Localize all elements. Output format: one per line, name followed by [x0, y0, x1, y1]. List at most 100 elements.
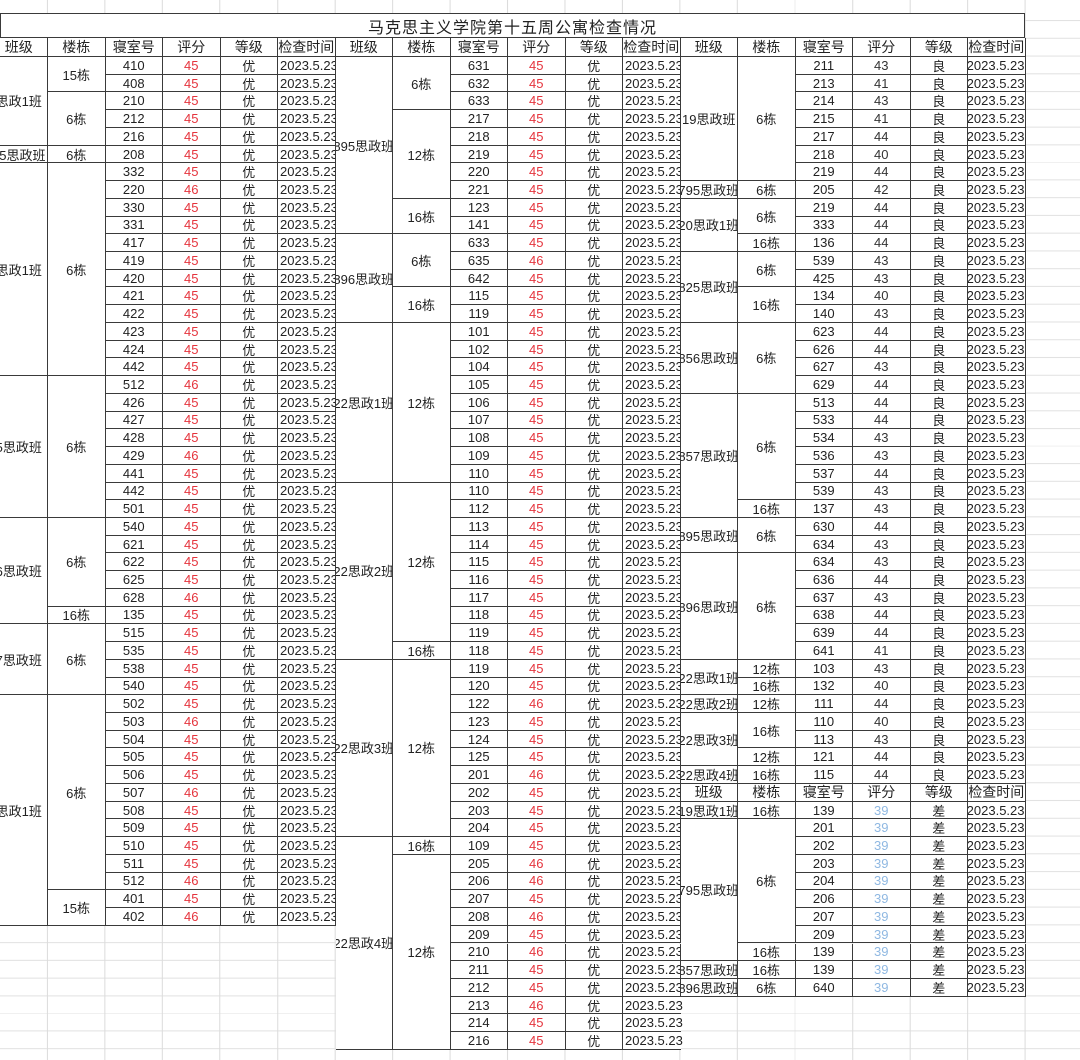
score-cell[interactable]: 45 [163, 322, 221, 341]
time-cell[interactable]: 2023.5.23 [968, 677, 1026, 696]
room-cell[interactable]: 424 [105, 340, 163, 359]
score-cell[interactable]: 45 [163, 252, 221, 270]
grade-cell[interactable]: 优 [565, 766, 623, 784]
building-cell[interactable]: 12栋 [393, 482, 451, 643]
score-cell[interactable]: 45 [163, 801, 221, 820]
time-cell[interactable]: 2023.5.23 [968, 305, 1026, 323]
grade-cell[interactable]: 优 [220, 748, 278, 767]
score-cell[interactable]: 39 [853, 872, 911, 891]
time-cell[interactable]: 2023.5.23 [623, 925, 681, 944]
room-cell[interactable]: 139 [795, 961, 853, 979]
header-score[interactable]: 评分 [853, 38, 911, 57]
score-cell[interactable]: 43 [853, 659, 911, 678]
time-cell[interactable]: 2023.5.23 [623, 393, 681, 412]
room-cell[interactable]: 540 [105, 517, 163, 536]
grade-cell[interactable]: 优 [565, 376, 623, 394]
time-cell[interactable]: 2023.5.23 [623, 57, 681, 75]
grade-cell[interactable]: 优 [565, 252, 623, 270]
time-cell[interactable]: 2023.5.23 [623, 252, 681, 270]
time-cell[interactable]: 2023.5.23 [623, 695, 681, 713]
grade-cell[interactable]: 良 [910, 642, 968, 660]
building-cell[interactable]: 16栋 [738, 801, 796, 820]
grade-cell[interactable]: 良 [910, 287, 968, 306]
grade-cell[interactable]: 优 [220, 305, 278, 323]
score-cell[interactable]: 43 [853, 92, 911, 111]
header-grade[interactable]: 等级 [910, 38, 968, 57]
score-cell[interactable]: 46 [508, 766, 566, 784]
room-cell[interactable]: 137 [795, 500, 853, 518]
grade-cell[interactable]: 优 [565, 234, 623, 253]
room-cell[interactable]: 417 [105, 234, 163, 253]
room-cell[interactable]: 621 [105, 535, 163, 554]
room-cell[interactable]: 504 [105, 730, 163, 749]
grade-cell[interactable]: 良 [910, 181, 968, 199]
room-cell[interactable]: 539 [795, 252, 853, 270]
header-building[interactable]: 楼栋 [393, 38, 451, 57]
score-cell[interactable]: 45 [508, 464, 566, 483]
time-cell[interactable]: 2023.5.23 [623, 943, 681, 962]
grade-cell[interactable]: 优 [220, 340, 278, 359]
time-cell[interactable]: 2023.5.23 [968, 978, 1026, 997]
time-cell[interactable]: 2023.5.23 [278, 517, 336, 536]
grade-cell[interactable]: 优 [565, 730, 623, 749]
time-cell[interactable]: 2023.5.23 [968, 854, 1026, 873]
grade-cell[interactable]: 优 [565, 642, 623, 660]
building-cell[interactable]: 6栋 [48, 92, 106, 146]
room-cell[interactable]: 629 [795, 376, 853, 394]
room-cell[interactable]: 111 [795, 695, 853, 713]
score-cell[interactable]: 43 [853, 553, 911, 572]
room-cell[interactable]: 330 [105, 198, 163, 217]
time-cell[interactable]: 2023.5.23 [623, 376, 681, 394]
time-cell[interactable]: 2023.5.23 [968, 659, 1026, 678]
time-cell[interactable]: 2023.5.23 [278, 127, 336, 146]
room-cell[interactable]: 209 [450, 925, 508, 944]
score-cell[interactable]: 45 [163, 517, 221, 536]
grade-cell[interactable]: 良 [910, 216, 968, 235]
time-cell[interactable]: 2023.5.23 [623, 837, 681, 855]
score-cell[interactable]: 46 [163, 588, 221, 607]
room-cell[interactable]: 202 [795, 837, 853, 855]
score-cell[interactable]: 45 [163, 198, 221, 217]
grade-cell[interactable]: 优 [220, 92, 278, 111]
time-cell[interactable]: 2023.5.23 [278, 624, 336, 643]
time-cell[interactable]: 2023.5.23 [278, 181, 336, 199]
room-cell[interactable]: 118 [450, 606, 508, 625]
time-cell[interactable]: 2023.5.23 [623, 908, 681, 926]
grade-cell[interactable]: 良 [910, 606, 968, 625]
room-cell[interactable]: 638 [795, 606, 853, 625]
grade-cell[interactable]: 良 [910, 677, 968, 696]
header-building[interactable]: 楼栋 [48, 38, 106, 57]
score-cell[interactable]: 46 [163, 783, 221, 802]
score-cell[interactable]: 44 [853, 376, 911, 394]
room-cell[interactable]: 139 [795, 943, 853, 962]
score-cell[interactable]: 44 [853, 393, 911, 412]
grade-cell[interactable]: 优 [565, 713, 623, 731]
time-cell[interactable]: 2023.5.23 [968, 57, 1026, 75]
time-cell[interactable]: 2023.5.23 [623, 181, 681, 199]
time-cell[interactable]: 2023.5.23 [968, 358, 1026, 377]
time-cell[interactable]: 2023.5.23 [968, 464, 1026, 483]
score-cell[interactable]: 45 [163, 358, 221, 377]
time-cell[interactable]: 2023.5.23 [278, 110, 336, 128]
score-cell[interactable]: 45 [508, 393, 566, 412]
score-cell[interactable]: 43 [853, 429, 911, 448]
class-cell[interactable]: 思政1班 [0, 695, 48, 926]
score-cell[interactable]: 46 [508, 943, 566, 962]
grade-cell[interactable]: 优 [220, 74, 278, 93]
grade-cell[interactable]: 良 [910, 659, 968, 678]
room-cell[interactable]: 132 [795, 677, 853, 696]
grade-cell[interactable]: 优 [220, 766, 278, 784]
room-cell[interactable]: 204 [795, 872, 853, 891]
grade-cell[interactable]: 良 [910, 553, 968, 572]
room-cell[interactable]: 535 [105, 642, 163, 660]
score-cell[interactable]: 39 [853, 978, 911, 997]
grade-cell[interactable]: 差 [910, 925, 968, 944]
score-cell[interactable]: 46 [508, 854, 566, 873]
time-cell[interactable]: 2023.5.23 [278, 854, 336, 873]
time-cell[interactable]: 2023.5.23 [278, 908, 336, 926]
grade-cell[interactable]: 优 [565, 1014, 623, 1033]
building-cell[interactable]: 6栋 [738, 978, 796, 997]
room-cell[interactable]: 214 [450, 1014, 508, 1033]
building-cell[interactable]: 16栋 [738, 234, 796, 253]
room-cell[interactable]: 115 [795, 766, 853, 784]
